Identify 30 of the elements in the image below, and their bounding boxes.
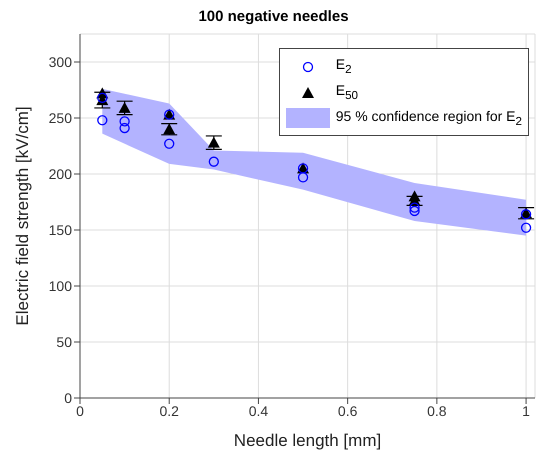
legend-label: E$_{50}$	[336, 82, 358, 102]
point	[163, 123, 176, 134]
legend-label: E$_{2}$	[336, 56, 352, 76]
x-tick-label: 0.6	[338, 402, 358, 419]
x-axis-title: Needle length [mm]	[234, 431, 382, 450]
y-tick-label: 150	[48, 222, 72, 238]
point	[119, 116, 130, 127]
point	[298, 172, 308, 183]
y-tick-label: 0	[64, 390, 72, 406]
y-tick-label: 200	[48, 166, 72, 182]
y-axis-title: Electric field strength [kV/cm]	[13, 106, 32, 326]
legend-label: 95 % confidence region for E$_{2}$	[336, 108, 522, 128]
point	[520, 222, 532, 233]
y-tick-label: 250	[48, 110, 72, 126]
y-tick-label: 100	[48, 278, 72, 294]
x-tick-label: 0.4	[248, 402, 268, 419]
y-tick-label: 50	[56, 334, 72, 350]
point	[164, 138, 174, 149]
point	[409, 202, 420, 213]
x-tick-label: 0.2	[159, 402, 180, 419]
chart-title: 100 negative needles	[197, 8, 350, 27]
y-tick-label: 300	[48, 54, 72, 70]
point	[409, 206, 420, 216]
x-tick-label: 1	[522, 402, 530, 419]
x-tick-label: 0	[76, 402, 84, 419]
x-tick-label: 0.8	[427, 402, 447, 419]
point	[208, 156, 219, 167]
point	[97, 115, 108, 126]
point	[97, 92, 108, 103]
point	[119, 122, 130, 134]
